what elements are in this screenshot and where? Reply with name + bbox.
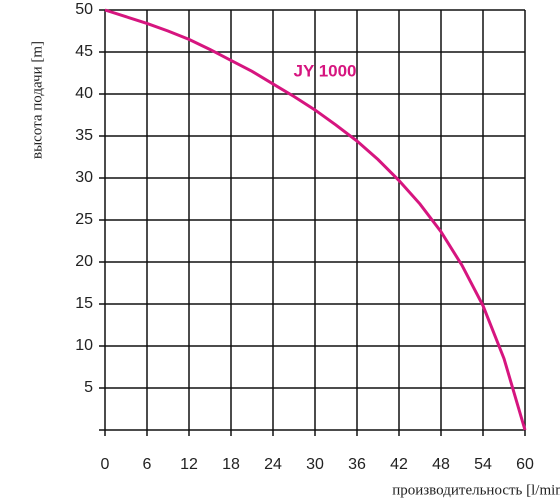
x-tick-label: 48: [432, 456, 450, 473]
x-tick-label: 6: [143, 456, 152, 473]
y-tick-label: 15: [75, 295, 93, 312]
x-tick-label: 0: [101, 456, 110, 473]
y-tick-label: 5: [84, 379, 93, 396]
x-tick-label: 36: [348, 456, 366, 473]
y-tick-label: 35: [75, 127, 93, 144]
x-tick-label: 12: [180, 456, 198, 473]
x-tick-label: 30: [306, 456, 324, 473]
x-axis-label: производительность [l/min]: [392, 482, 560, 498]
curve: [104, 8, 527, 431]
y-tick-label: 40: [75, 85, 93, 102]
x-tick-label: 54: [474, 456, 492, 473]
curve-label: JY 1000: [293, 61, 356, 80]
y-tick-label: 20: [75, 253, 93, 270]
y-tick-label: 25: [75, 211, 93, 228]
x-tick-label: 24: [264, 456, 282, 473]
y-axis-label: высота подачи [m]: [29, 41, 45, 159]
y-tick-label: 30: [75, 169, 93, 186]
x-tick-label: 42: [390, 456, 408, 473]
y-tick-label: 45: [75, 43, 93, 60]
x-tick-label: 60: [516, 456, 534, 473]
y-tick-label: 50: [75, 1, 93, 18]
x-tick-label: 18: [222, 456, 240, 473]
y-tick-label: 10: [75, 337, 93, 354]
